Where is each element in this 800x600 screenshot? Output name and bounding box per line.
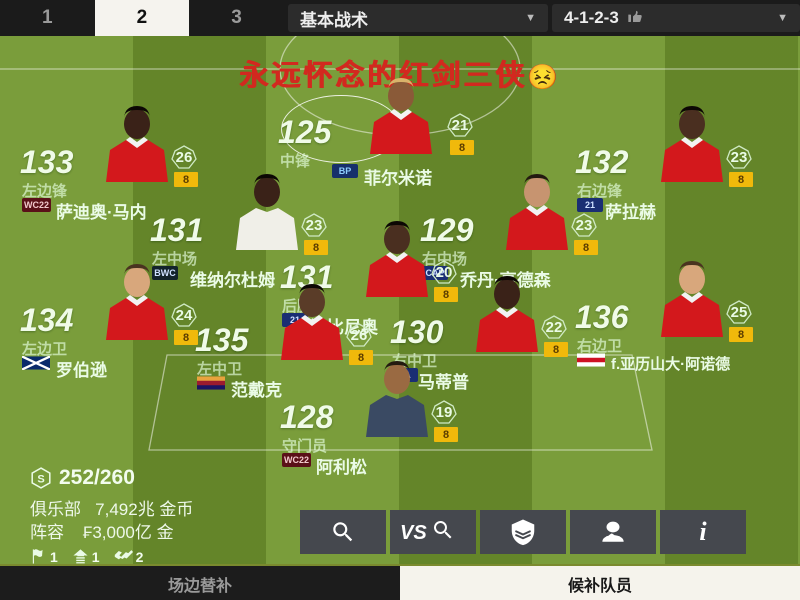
svg-text:VS: VS <box>400 522 427 544</box>
svg-text:S: S <box>37 473 44 485</box>
